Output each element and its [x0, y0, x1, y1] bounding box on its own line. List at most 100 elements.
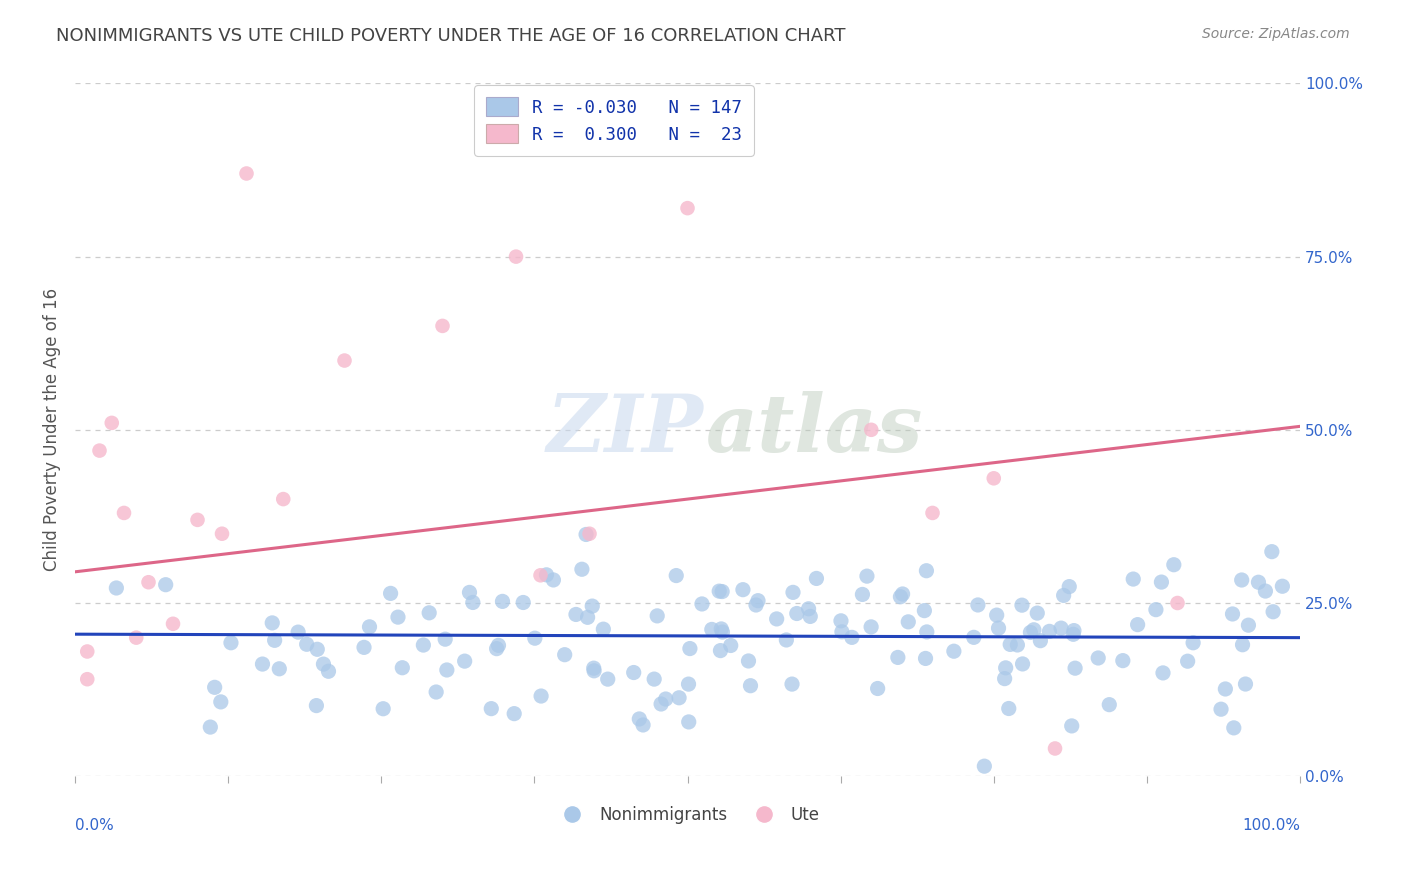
- Point: [359, 620, 381, 634]
- Point: [307, 642, 329, 657]
- Point: [575, 527, 598, 541]
- Point: [1271, 579, 1294, 593]
- Point: [211, 526, 233, 541]
- Point: [1019, 625, 1042, 640]
- Point: [1222, 607, 1244, 621]
- Point: [543, 573, 565, 587]
- Point: [1126, 617, 1149, 632]
- Point: [786, 607, 808, 621]
- Point: [554, 648, 576, 662]
- Point: [1043, 741, 1066, 756]
- Legend: Nonimmigrants, Ute: Nonimmigrants, Ute: [548, 799, 827, 830]
- Point: [125, 631, 148, 645]
- Point: [461, 595, 484, 609]
- Point: [235, 167, 257, 181]
- Point: [973, 759, 995, 773]
- Point: [987, 621, 1010, 635]
- Point: [963, 631, 986, 645]
- Point: [897, 615, 920, 629]
- Text: NONIMMIGRANTS VS UTE CHILD POVERTY UNDER THE AGE OF 16 CORRELATION CHART: NONIMMIGRANTS VS UTE CHILD POVERTY UNDER…: [56, 27, 846, 45]
- Point: [186, 513, 208, 527]
- Point: [353, 640, 375, 655]
- Point: [631, 718, 654, 732]
- Point: [536, 567, 558, 582]
- Point: [780, 677, 803, 691]
- Point: [994, 661, 1017, 675]
- Point: [1261, 605, 1284, 619]
- Point: [983, 471, 1005, 485]
- Point: [571, 562, 593, 576]
- Point: [709, 643, 731, 657]
- Point: [765, 612, 787, 626]
- Point: [775, 632, 797, 647]
- Point: [1223, 721, 1246, 735]
- Point: [860, 620, 883, 634]
- Point: [700, 623, 723, 637]
- Point: [797, 602, 820, 616]
- Point: [1007, 638, 1029, 652]
- Point: [1063, 624, 1085, 638]
- Point: [565, 607, 588, 622]
- Point: [485, 641, 508, 656]
- Point: [418, 606, 440, 620]
- Point: [138, 575, 160, 590]
- Point: [503, 706, 526, 721]
- Point: [271, 492, 294, 507]
- Point: [219, 636, 242, 650]
- Point: [1022, 623, 1045, 637]
- Point: [1057, 580, 1080, 594]
- Point: [690, 597, 713, 611]
- Point: [1029, 633, 1052, 648]
- Point: [643, 672, 665, 686]
- Point: [1254, 584, 1277, 599]
- Point: [1064, 661, 1087, 675]
- Text: 100.0%: 100.0%: [1241, 818, 1301, 833]
- Point: [1234, 677, 1257, 691]
- Text: atlas: atlas: [706, 391, 924, 468]
- Point: [1215, 681, 1237, 696]
- Point: [583, 664, 606, 678]
- Point: [851, 587, 873, 601]
- Point: [1112, 654, 1135, 668]
- Point: [204, 681, 226, 695]
- Point: [1038, 624, 1060, 639]
- Point: [596, 672, 619, 686]
- Point: [1163, 558, 1185, 572]
- Point: [512, 595, 534, 609]
- Point: [295, 637, 318, 651]
- Point: [1237, 618, 1260, 632]
- Point: [1230, 573, 1253, 587]
- Point: [453, 654, 475, 668]
- Point: [806, 571, 828, 585]
- Point: [269, 662, 291, 676]
- Point: [866, 681, 889, 696]
- Point: [912, 604, 935, 618]
- Point: [679, 641, 702, 656]
- Point: [162, 616, 184, 631]
- Point: [650, 697, 672, 711]
- Text: ZIP: ZIP: [547, 391, 703, 468]
- Point: [1261, 544, 1284, 558]
- Point: [434, 632, 457, 647]
- Point: [1247, 575, 1270, 590]
- Point: [1011, 657, 1033, 671]
- Point: [432, 318, 454, 333]
- Point: [252, 657, 274, 671]
- Point: [592, 622, 614, 636]
- Point: [731, 582, 754, 597]
- Point: [998, 637, 1021, 651]
- Point: [678, 677, 700, 691]
- Point: [76, 672, 98, 686]
- Point: [737, 654, 759, 668]
- Point: [889, 590, 911, 604]
- Point: [578, 526, 600, 541]
- Point: [915, 624, 938, 639]
- Point: [105, 581, 128, 595]
- Point: [312, 657, 335, 672]
- Point: [1011, 598, 1033, 612]
- Point: [1232, 638, 1254, 652]
- Point: [799, 609, 821, 624]
- Y-axis label: Child Poverty Under the Age of 16: Child Poverty Under the Age of 16: [44, 288, 60, 572]
- Point: [263, 633, 285, 648]
- Point: [1122, 572, 1144, 586]
